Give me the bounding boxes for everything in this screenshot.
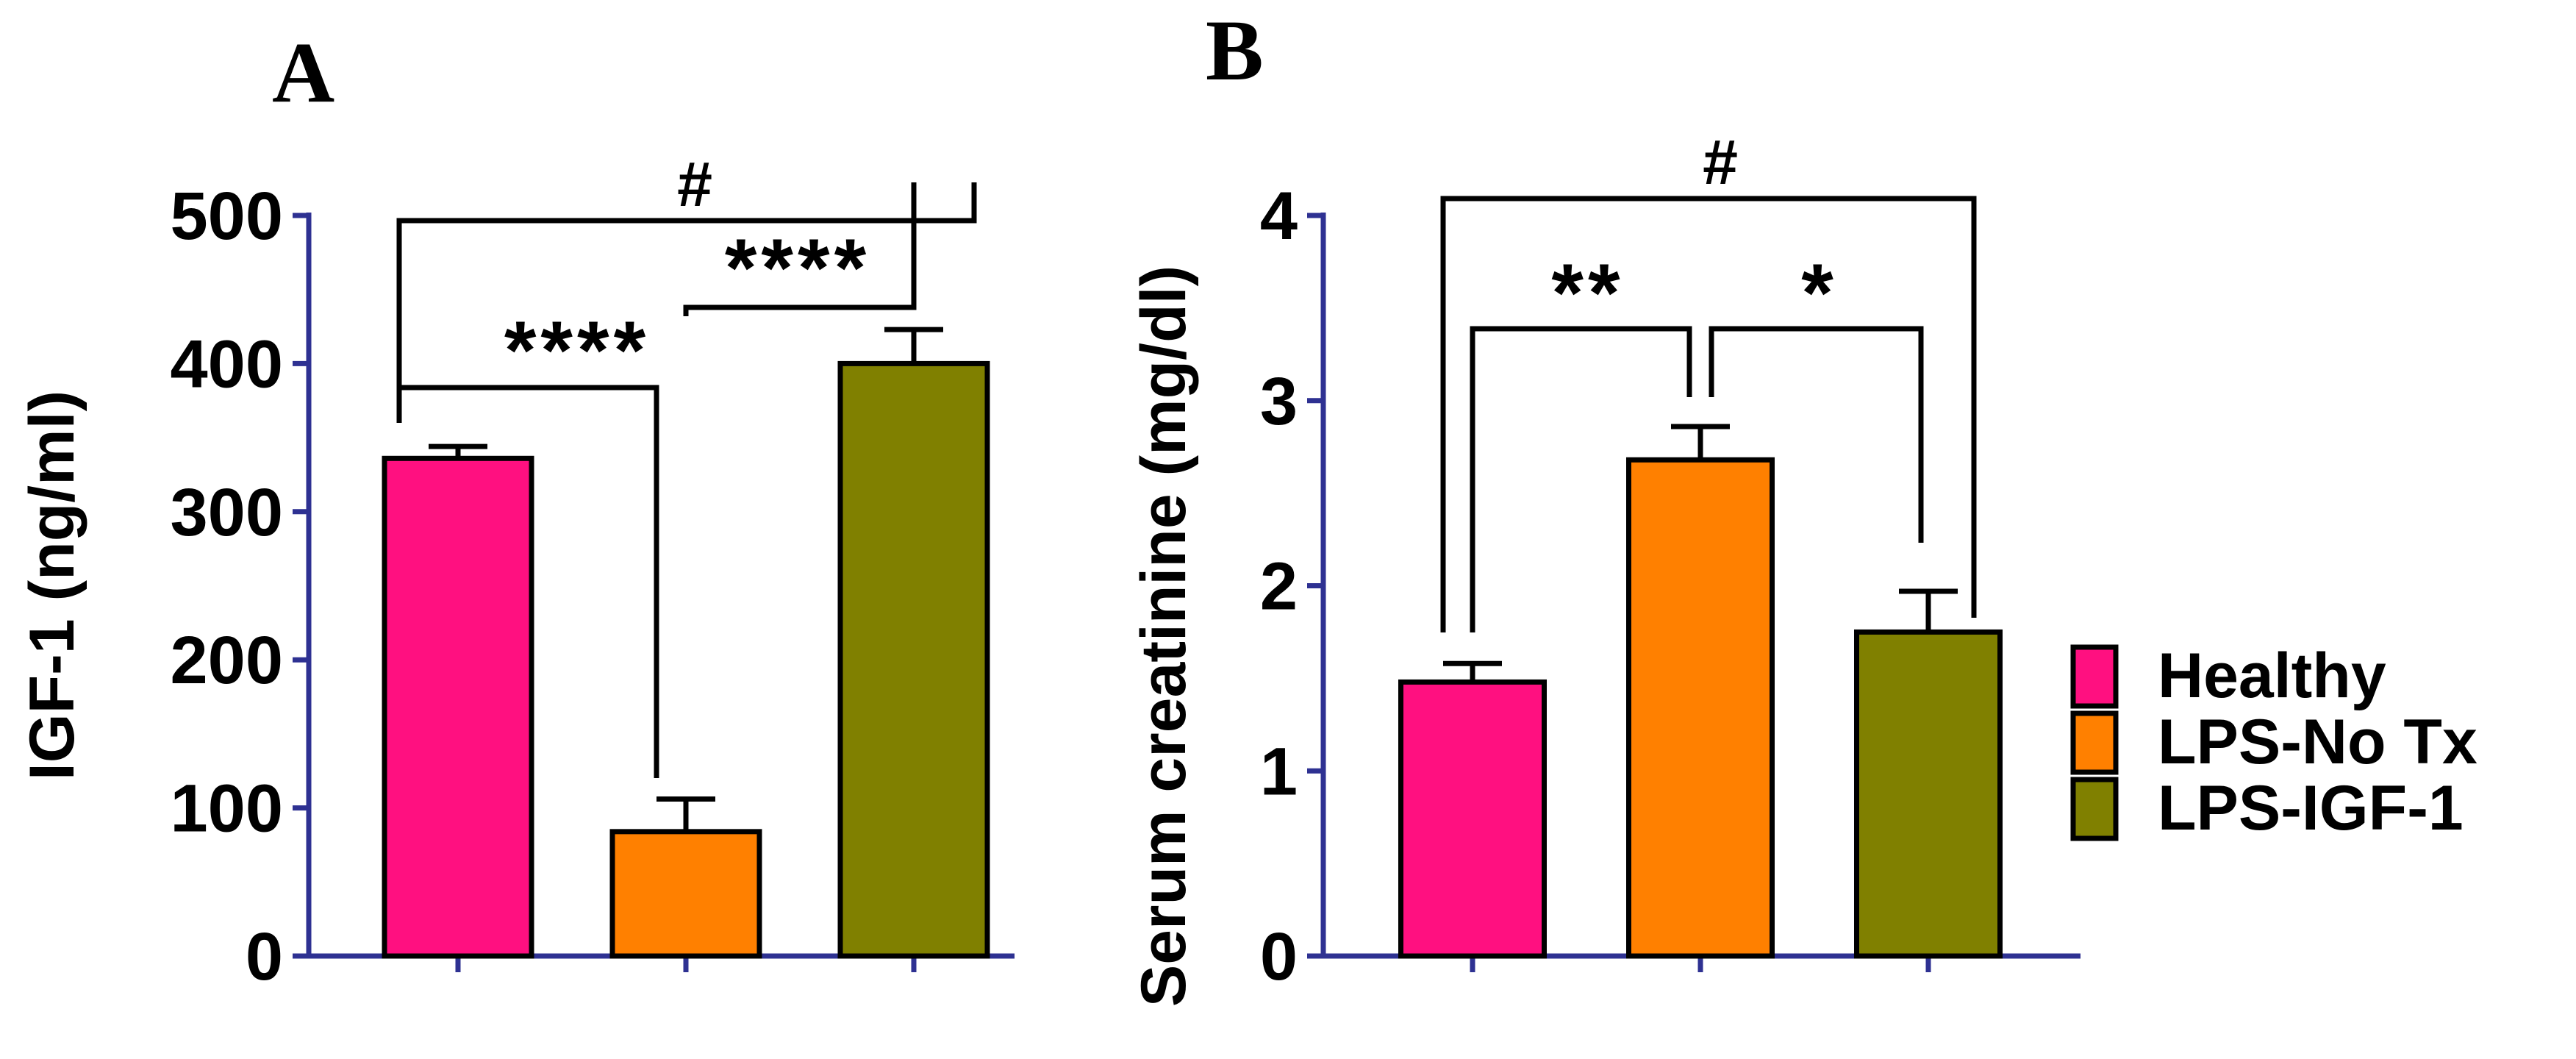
panel-a-bar [837, 360, 990, 959]
panel-a-significance-label: **** [725, 222, 870, 314]
panel-a-letter: A [272, 24, 334, 121]
panel-b-significance-bracket [1470, 326, 1692, 632]
legend-swatch [2070, 710, 2119, 775]
panel-a-y-tick-label: 100 [171, 771, 284, 846]
legend-label: LPS-No Tx [2158, 707, 2477, 777]
panel-a-y-tick-label: 200 [171, 623, 284, 698]
panel-b-letter: B [1206, 2, 1264, 99]
panel-a-significance-label: **** [504, 304, 650, 396]
panel-b-significance-bracket [1709, 326, 1924, 543]
panel-a-y-tick-label: 300 [171, 475, 284, 550]
panel-b-significance-label: * [1801, 247, 1838, 339]
panel-a-y-tick-label: 400 [171, 327, 284, 402]
panel-b-bar [1854, 629, 2003, 959]
panel-a-significance-bracket [396, 182, 977, 423]
panel-b-y-axis-title: Serum creatinine (mg/dl) [1128, 265, 1199, 1007]
panel-b-y-tick-label: 0 [1260, 919, 1298, 994]
panel-b-bar [1626, 457, 1775, 959]
panel-a-y-tick-label: 500 [171, 179, 284, 254]
panel-b-significance-label: # [1703, 127, 1738, 198]
legend-label: LPS-IGF-1 [2158, 773, 2464, 844]
panel-b-y-tick-label: 3 [1260, 364, 1298, 439]
panel-a-y-axis-title: IGF-1 (ng/ml) [17, 391, 87, 780]
panel-b-y-tick-label: 2 [1260, 549, 1298, 624]
panel-a-significance-bracket [683, 182, 917, 316]
legend-label: Healthy [2158, 641, 2386, 711]
legend-swatch [2070, 777, 2119, 841]
panel-b-y-tick-label: 1 [1260, 734, 1298, 809]
panel-b-significance-label: ** [1551, 247, 1624, 339]
panel-b-significance-bracket [1440, 196, 1977, 632]
panel-a-significance-label: # [677, 149, 712, 220]
panel-b-bar [1398, 679, 1547, 959]
panel-a-bar [609, 829, 762, 959]
panel-a-bar [382, 455, 534, 959]
legend-swatch [2070, 644, 2119, 709]
panel-b-y-tick-label: 4 [1260, 179, 1298, 254]
panel-a-y-tick-label: 0 [246, 919, 283, 994]
